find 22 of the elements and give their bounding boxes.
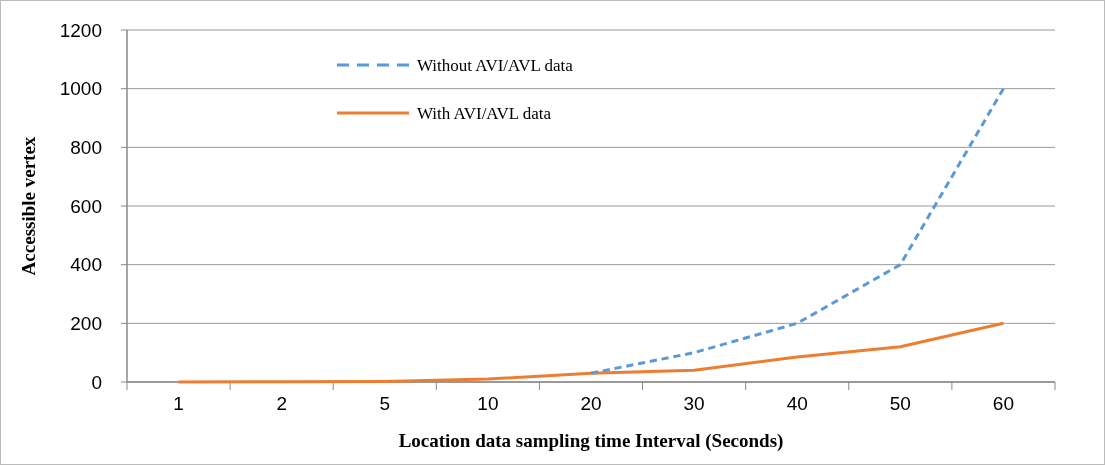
y-tick-label: 1200	[59, 19, 102, 41]
line-series	[589, 87, 1005, 375]
y-tick-label: 200	[70, 312, 102, 334]
y-axis-title: Accessible vertex	[18, 136, 39, 276]
x-tick-label: 5	[379, 393, 391, 414]
x-tick-label: 20	[580, 393, 602, 414]
x-tick-label: 10	[477, 393, 499, 414]
line-series	[177, 321, 1005, 384]
y-tick-label: 400	[70, 254, 102, 276]
x-tick-label: 30	[683, 393, 705, 414]
x-tick-label: 40	[786, 393, 808, 414]
x-tick-label: 1	[173, 393, 184, 414]
legend-label: With AVI/AVL data	[417, 103, 552, 123]
y-tick-label: 800	[70, 136, 102, 158]
y-tick-label: 1000	[59, 78, 102, 100]
y-tick-label: 600	[70, 195, 102, 217]
x-tick-label: 50	[889, 393, 911, 414]
y-tick-label: 0	[91, 371, 102, 393]
legend-label: Without AVI/AVL data	[417, 55, 574, 75]
x-axis-title: Location data sampling time Interval (Seconds)	[398, 430, 784, 452]
x-tick-label: 60	[992, 393, 1015, 414]
x-tick-label: 2	[276, 393, 287, 414]
